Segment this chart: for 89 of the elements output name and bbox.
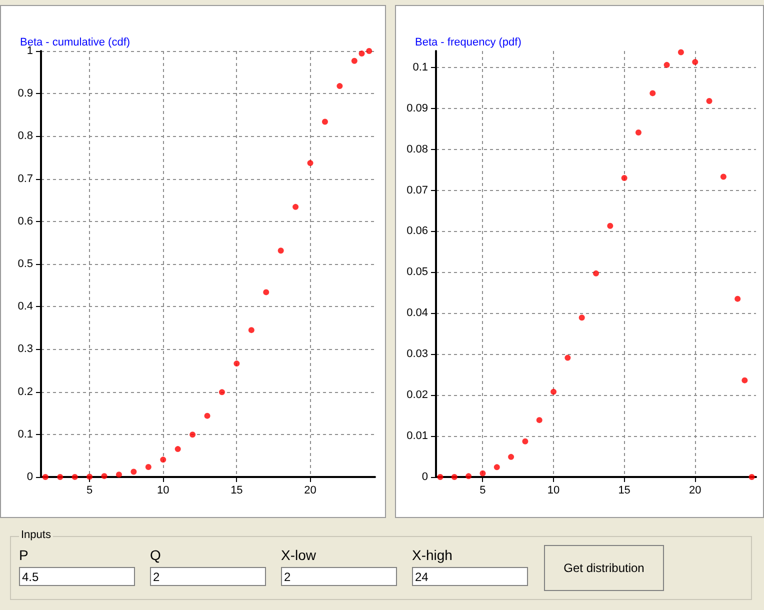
point: [578, 314, 585, 321]
point: [593, 270, 599, 276]
point: [57, 474, 64, 480]
text: 4.5: [19, 567, 135, 586]
point: [351, 58, 358, 64]
point: [678, 49, 684, 56]
x-tick-label: 10: [157, 484, 170, 496]
text: Inputs: [19, 529, 53, 541]
point: [307, 160, 314, 166]
y-tick-label: 0.9: [18, 88, 33, 100]
point: [480, 470, 486, 476]
point: [550, 388, 557, 395]
point: [536, 417, 542, 424]
y-tick-label: 0.09: [406, 102, 428, 114]
point: [218, 389, 225, 396]
y-tick-label: 0.06: [406, 225, 428, 238]
y-tick-label: 0.07: [406, 184, 428, 196]
x-tick-label: 5: [480, 484, 486, 496]
point: [508, 454, 514, 460]
point: [742, 377, 748, 384]
point: [248, 327, 254, 334]
y-tick-label: 0.1: [412, 61, 428, 74]
point: [42, 474, 48, 480]
text: Q: [150, 547, 162, 563]
y-tick-label: 0: [422, 471, 428, 483]
text: X-low: [281, 547, 318, 563]
point: [116, 472, 122, 478]
y-tick-label: 0.04: [406, 307, 428, 320]
y-tick-label: 0.5: [18, 258, 33, 270]
point: [174, 446, 181, 452]
y-tick-label: 0.4: [18, 300, 33, 313]
x-tick-label: 15: [230, 484, 243, 496]
x-tick-label: 15: [618, 484, 630, 496]
point: [635, 130, 642, 136]
point: [234, 360, 240, 367]
point: [145, 464, 152, 470]
point: [160, 456, 166, 463]
y-tick-label: 0.8: [18, 130, 33, 142]
y-tick-label: 0.08: [406, 143, 428, 156]
x-tick-label: 10: [547, 484, 560, 496]
y-tick-label: 0.02: [406, 389, 428, 402]
x-tick-label: 20: [304, 484, 316, 496]
point: [466, 473, 472, 480]
text: Get distribution: [544, 545, 664, 591]
y-tick-label: 1: [26, 45, 33, 57]
point: [190, 432, 196, 438]
y-tick-label: 0.05: [406, 266, 428, 278]
x-tick-label: 5: [86, 484, 93, 496]
point: [278, 248, 284, 254]
point: [720, 174, 726, 180]
point: [494, 464, 500, 470]
point: [748, 474, 755, 480]
point: [358, 50, 365, 57]
point: [204, 412, 210, 419]
point: [706, 98, 712, 104]
point: [263, 289, 270, 296]
text: 24: [412, 567, 528, 586]
y-tick-label: 0.6: [18, 215, 33, 228]
point: [621, 174, 628, 181]
point: [664, 62, 670, 68]
text: P: [19, 547, 30, 563]
point: [101, 473, 108, 480]
point: [322, 118, 328, 125]
text: X-high: [412, 547, 454, 563]
y-tick-label: 0.03: [406, 348, 428, 360]
y-tick-label: 0.2: [18, 386, 33, 398]
point: [564, 354, 571, 361]
y-tick-label: 0.3: [18, 343, 33, 356]
text: 2: [281, 567, 397, 586]
point: [130, 468, 137, 475]
point: [437, 474, 444, 480]
y-tick-label: 0.1: [18, 428, 33, 440]
point: [336, 83, 343, 90]
point: [86, 474, 93, 480]
point: [692, 59, 698, 66]
point: [72, 474, 78, 480]
y-tick-label: 0: [26, 471, 33, 483]
point: [292, 204, 299, 210]
point: [522, 438, 528, 444]
chart-title: Beta - frequency (pdf): [415, 36, 522, 48]
point: [607, 222, 614, 229]
x-tick-label: 20: [688, 484, 702, 496]
y-tick-label: 0.7: [18, 172, 33, 185]
point: [650, 90, 656, 96]
y-tick-label: 0.01: [406, 430, 428, 442]
point: [734, 296, 741, 302]
point: [366, 48, 372, 54]
point: [451, 474, 458, 480]
text: 2: [150, 567, 266, 586]
